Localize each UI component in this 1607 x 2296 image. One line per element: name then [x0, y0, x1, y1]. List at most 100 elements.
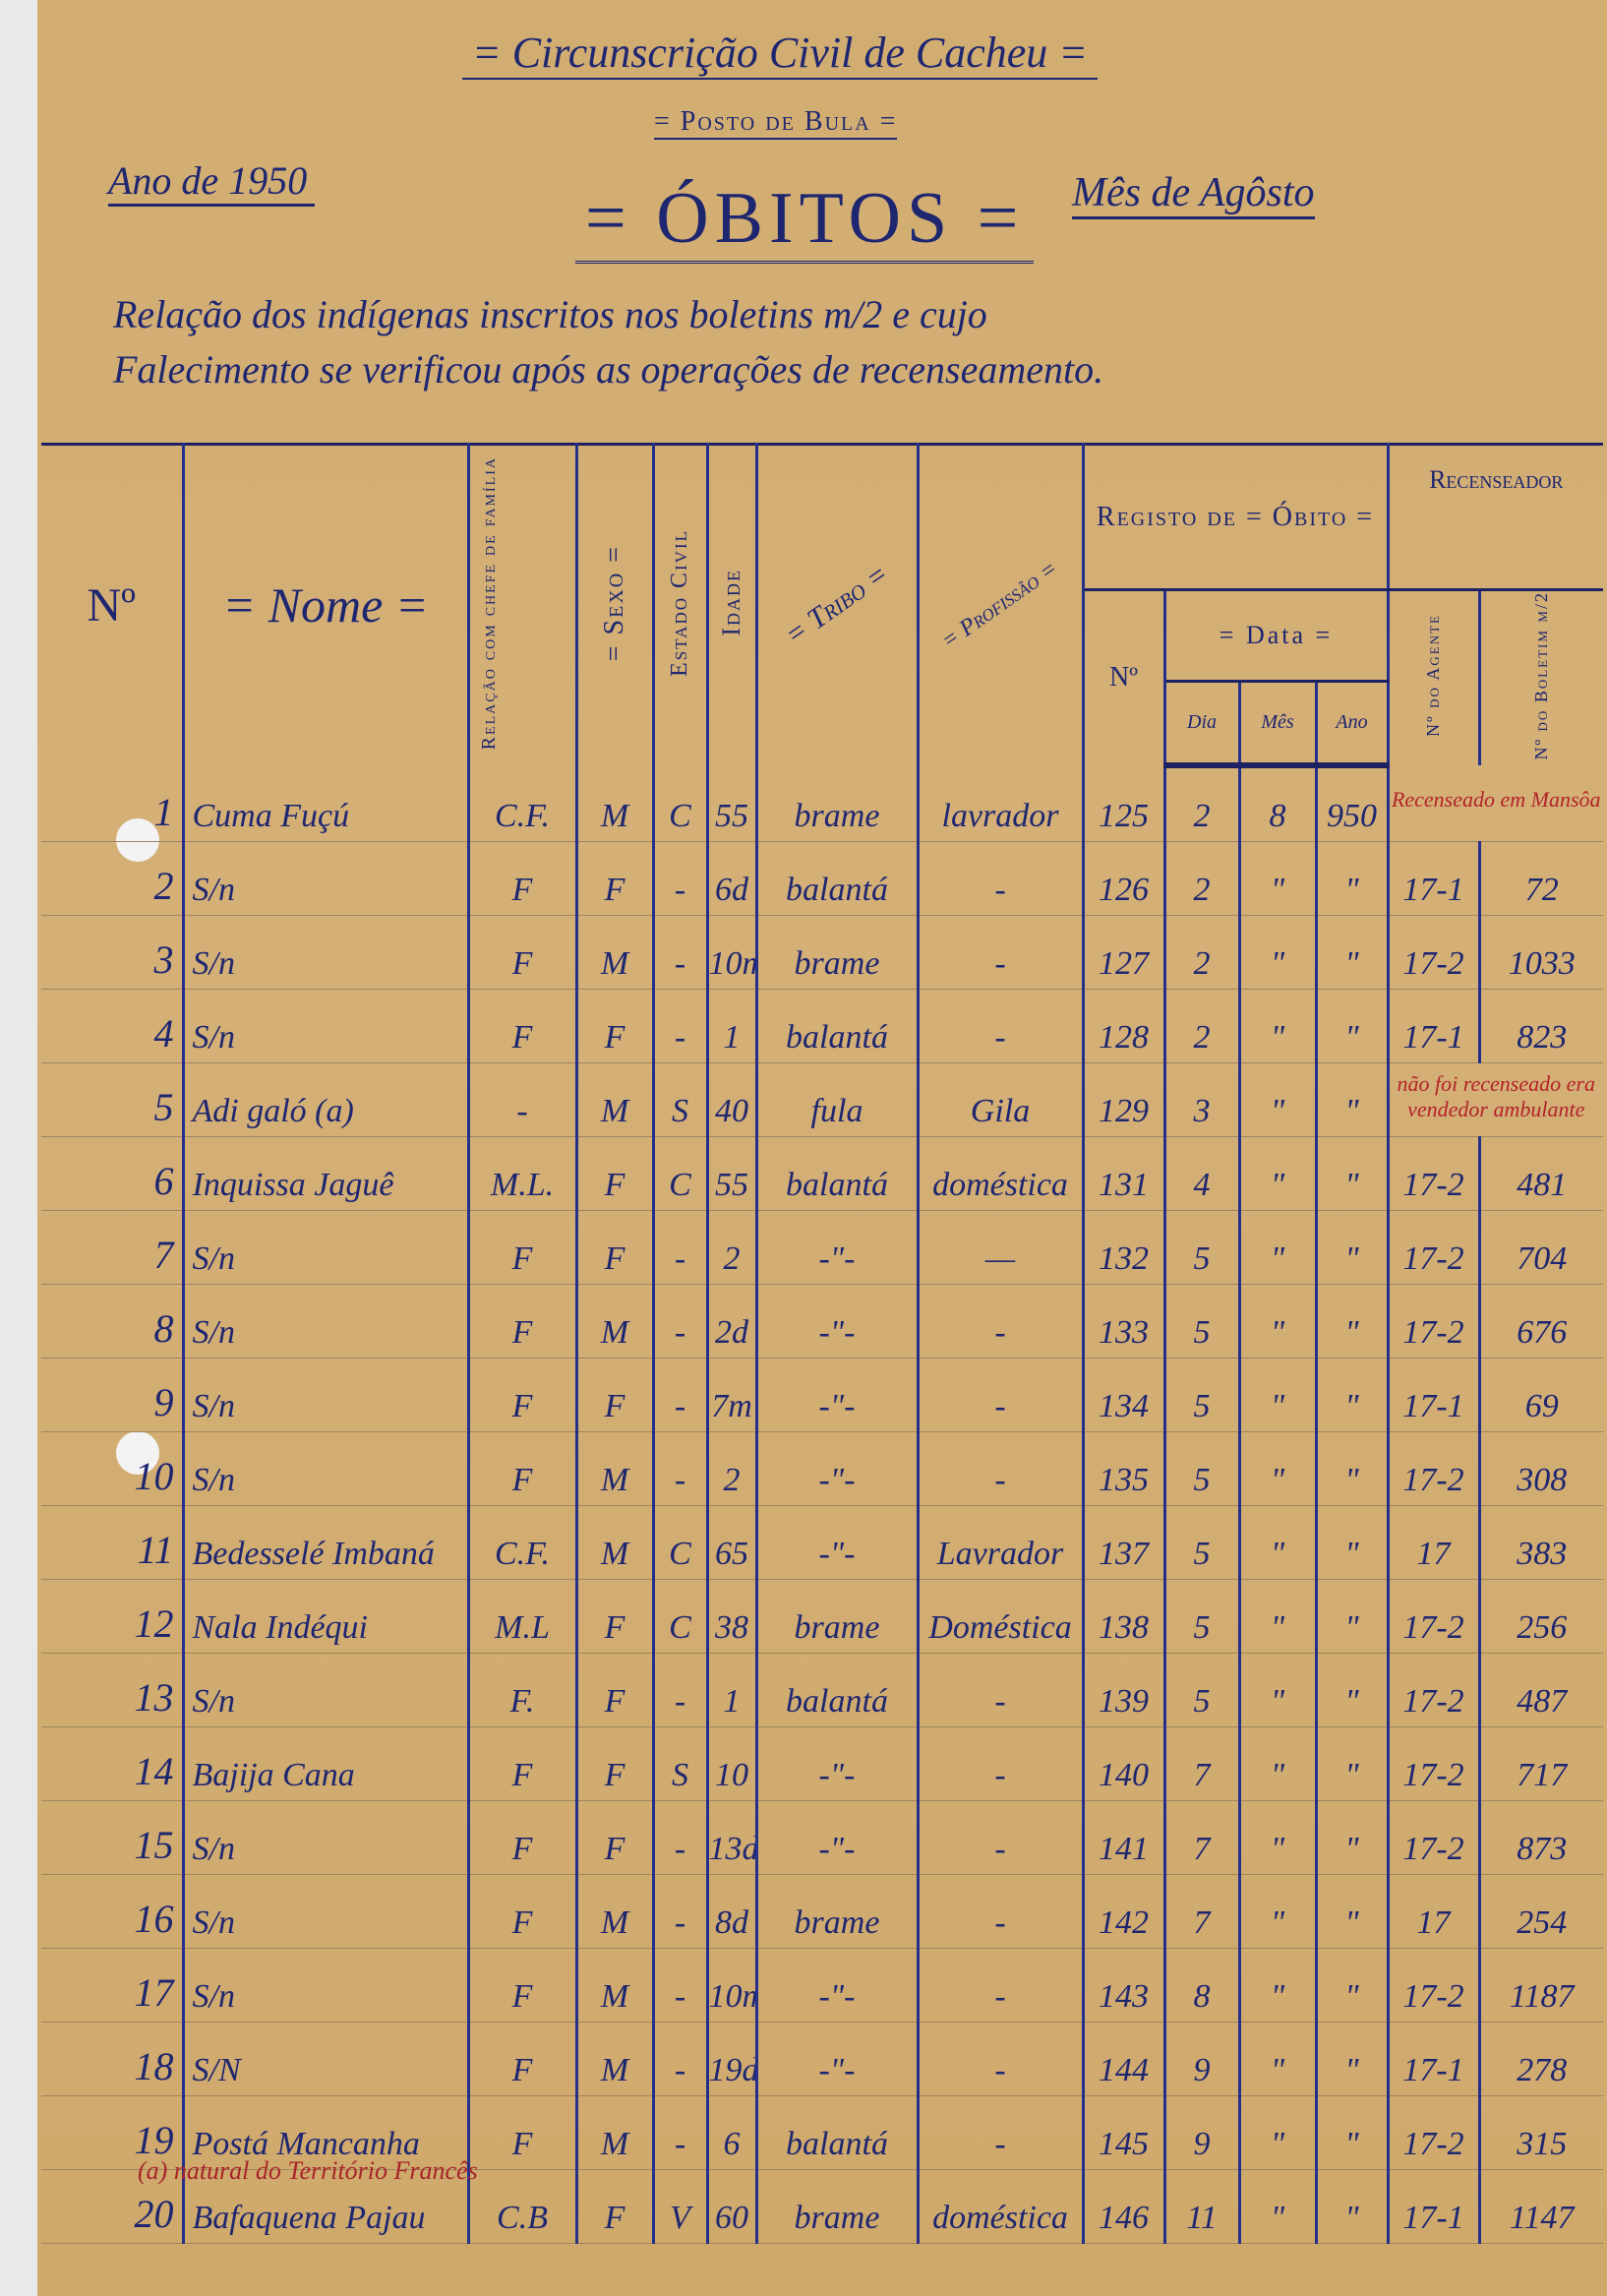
- cell-age: 1: [705, 1653, 758, 1727]
- cell-civil-status: C: [651, 764, 709, 842]
- cell-row-number: 2: [41, 841, 185, 916]
- cell-profession: Doméstica: [916, 1579, 1085, 1654]
- table-row: 14 Bajija Cana F F S 10 -"- -140 7 " " 17-2 717: [41, 1726, 1604, 1801]
- cell-sex: F: [574, 1800, 655, 1875]
- cell-age: 1: [705, 989, 758, 1063]
- cell-month: ": [1237, 1948, 1318, 2023]
- cell-year: ": [1314, 2169, 1390, 2244]
- cell-day: 7: [1162, 1874, 1241, 1949]
- cell-name: S/n: [181, 841, 470, 916]
- cell-month: ": [1237, 989, 1318, 1063]
- cell-agent-number: 17-2: [1386, 1726, 1481, 1801]
- cell-day: 7: [1162, 1726, 1241, 1801]
- cell-bulletin-number: 256: [1477, 1579, 1604, 1654]
- cell-sex: M: [574, 1505, 655, 1580]
- cell-row-number: 6: [41, 1136, 185, 1211]
- cell-register-number: 131: [1081, 1136, 1166, 1211]
- cell-bulletin-number: 481: [1477, 1136, 1604, 1211]
- cell-name: Bedesselé Imbaná: [181, 1505, 470, 1580]
- cell-day: 5: [1162, 1579, 1241, 1654]
- cell-sex: F: [574, 1358, 655, 1432]
- cell-profession: -: [916, 1800, 1085, 1875]
- cell-year: ": [1314, 1505, 1390, 1580]
- cell-bulletin-number: 315: [1477, 2095, 1604, 2170]
- cell-year: ": [1314, 1800, 1390, 1875]
- col-registo-numero: Nº: [1081, 587, 1166, 765]
- cell-register-number: 132: [1081, 1210, 1166, 1285]
- cell-tribe: -"-: [754, 1948, 920, 2023]
- cell-agent-number: 17-2: [1386, 1210, 1481, 1285]
- cell-tribe: -"-: [754, 1358, 920, 1432]
- cell-bulletin-number: 1033: [1477, 915, 1604, 990]
- cell-tribe: balantá: [754, 1653, 920, 1727]
- cell-month: ": [1237, 1653, 1318, 1727]
- cell-civil-status: C: [651, 1136, 709, 1211]
- cell-name: S/n: [181, 1210, 470, 1285]
- cell-year: ": [1314, 2022, 1390, 2096]
- cell-day: 5: [1162, 1505, 1241, 1580]
- cell-day: 11: [1162, 2169, 1241, 2244]
- cell-register-number: 135: [1081, 1431, 1166, 1506]
- cell-day: 2: [1162, 764, 1241, 842]
- cell-day: 9: [1162, 2022, 1241, 2096]
- col-recenseador: Recenseador: [1386, 443, 1604, 591]
- cell-row-number: 18: [41, 2022, 185, 2096]
- cell-profession: -: [916, 1948, 1085, 2023]
- col-data: = Data =: [1162, 588, 1390, 683]
- table-row: 6 Inquissa Jaguê M.L. F C 55 balantá doméstica 1…: [41, 1136, 1604, 1211]
- cell-register-number: 133: [1081, 1284, 1166, 1359]
- table-row: 9 S/n F F -7m -"- -134 5 " " 17-1 69: [41, 1358, 1604, 1432]
- col-mes: Mês: [1237, 679, 1318, 768]
- cell-civil-status: -: [651, 1874, 709, 1949]
- col-estado-civil: Estado Civil: [651, 442, 709, 765]
- cell-sex: F: [574, 1579, 655, 1654]
- cell-age: 7m: [705, 1358, 758, 1432]
- cell-tribe: balantá: [754, 841, 920, 916]
- cell-row-number: 4: [41, 989, 185, 1063]
- cell-row-number: 12: [41, 1579, 185, 1654]
- table-row: 11 Bedesselé Imbaná C.F. M C 65 -"- Lavrador 137…: [41, 1505, 1604, 1580]
- cell-relation: C.F.: [466, 1505, 578, 1580]
- table-row: 16 S/n F M -8d brame -142 7 " " 17 254: [41, 1874, 1604, 1949]
- cell-sex: F: [574, 1210, 655, 1285]
- cell-civil-status: C: [651, 1579, 709, 1654]
- cell-row-number: 3: [41, 915, 185, 990]
- cell-name: Adi galó (a): [181, 1062, 470, 1137]
- cell-tribe: balantá: [754, 2095, 920, 2170]
- col-profissao: = Profissão =: [916, 442, 1085, 765]
- cell-profession: -: [916, 1358, 1085, 1432]
- cell-sex: M: [574, 1948, 655, 2023]
- cell-register-number: 127: [1081, 915, 1166, 990]
- cell-name: Bafaquena Pajau: [181, 2169, 470, 2244]
- cell-month: ": [1237, 915, 1318, 990]
- cell-register-number: 137: [1081, 1505, 1166, 1580]
- cell-profession: -: [916, 1726, 1085, 1801]
- cell-year: ": [1314, 1358, 1390, 1432]
- cell-row-number: 17: [41, 1948, 185, 2023]
- cell-name: S/N: [181, 2022, 470, 2096]
- cell-relation: F: [466, 1726, 578, 1801]
- cell-row-number: 8: [41, 1284, 185, 1359]
- cell-age: 19d: [705, 2022, 758, 2096]
- cell-bulletin-number: 487: [1477, 1653, 1604, 1727]
- cell-tribe: fula: [754, 1062, 920, 1137]
- cell-sex: F: [574, 1136, 655, 1211]
- cell-name: S/n: [181, 1358, 470, 1432]
- cell-year: ": [1314, 1062, 1390, 1137]
- cell-profession: -: [916, 841, 1085, 916]
- cell-row-number: 15: [41, 1800, 185, 1875]
- cell-year: ": [1314, 989, 1390, 1063]
- cell-year: ": [1314, 2095, 1390, 2170]
- cell-note: não foi recenseado era vendedor ambulant…: [1386, 1062, 1604, 1137]
- cell-tribe: balantá: [754, 989, 920, 1063]
- col-dia: Dia: [1162, 679, 1241, 768]
- cell-relation: F: [466, 1948, 578, 2023]
- cell-register-number: 144: [1081, 2022, 1166, 2096]
- cell-relation: F: [466, 2022, 578, 2096]
- cell-day: 3: [1162, 1062, 1241, 1137]
- cell-month: ": [1237, 2022, 1318, 2096]
- cell-day: 5: [1162, 1284, 1241, 1359]
- cell-profession: —: [916, 1210, 1085, 1285]
- cell-profession: doméstica: [916, 2169, 1085, 2244]
